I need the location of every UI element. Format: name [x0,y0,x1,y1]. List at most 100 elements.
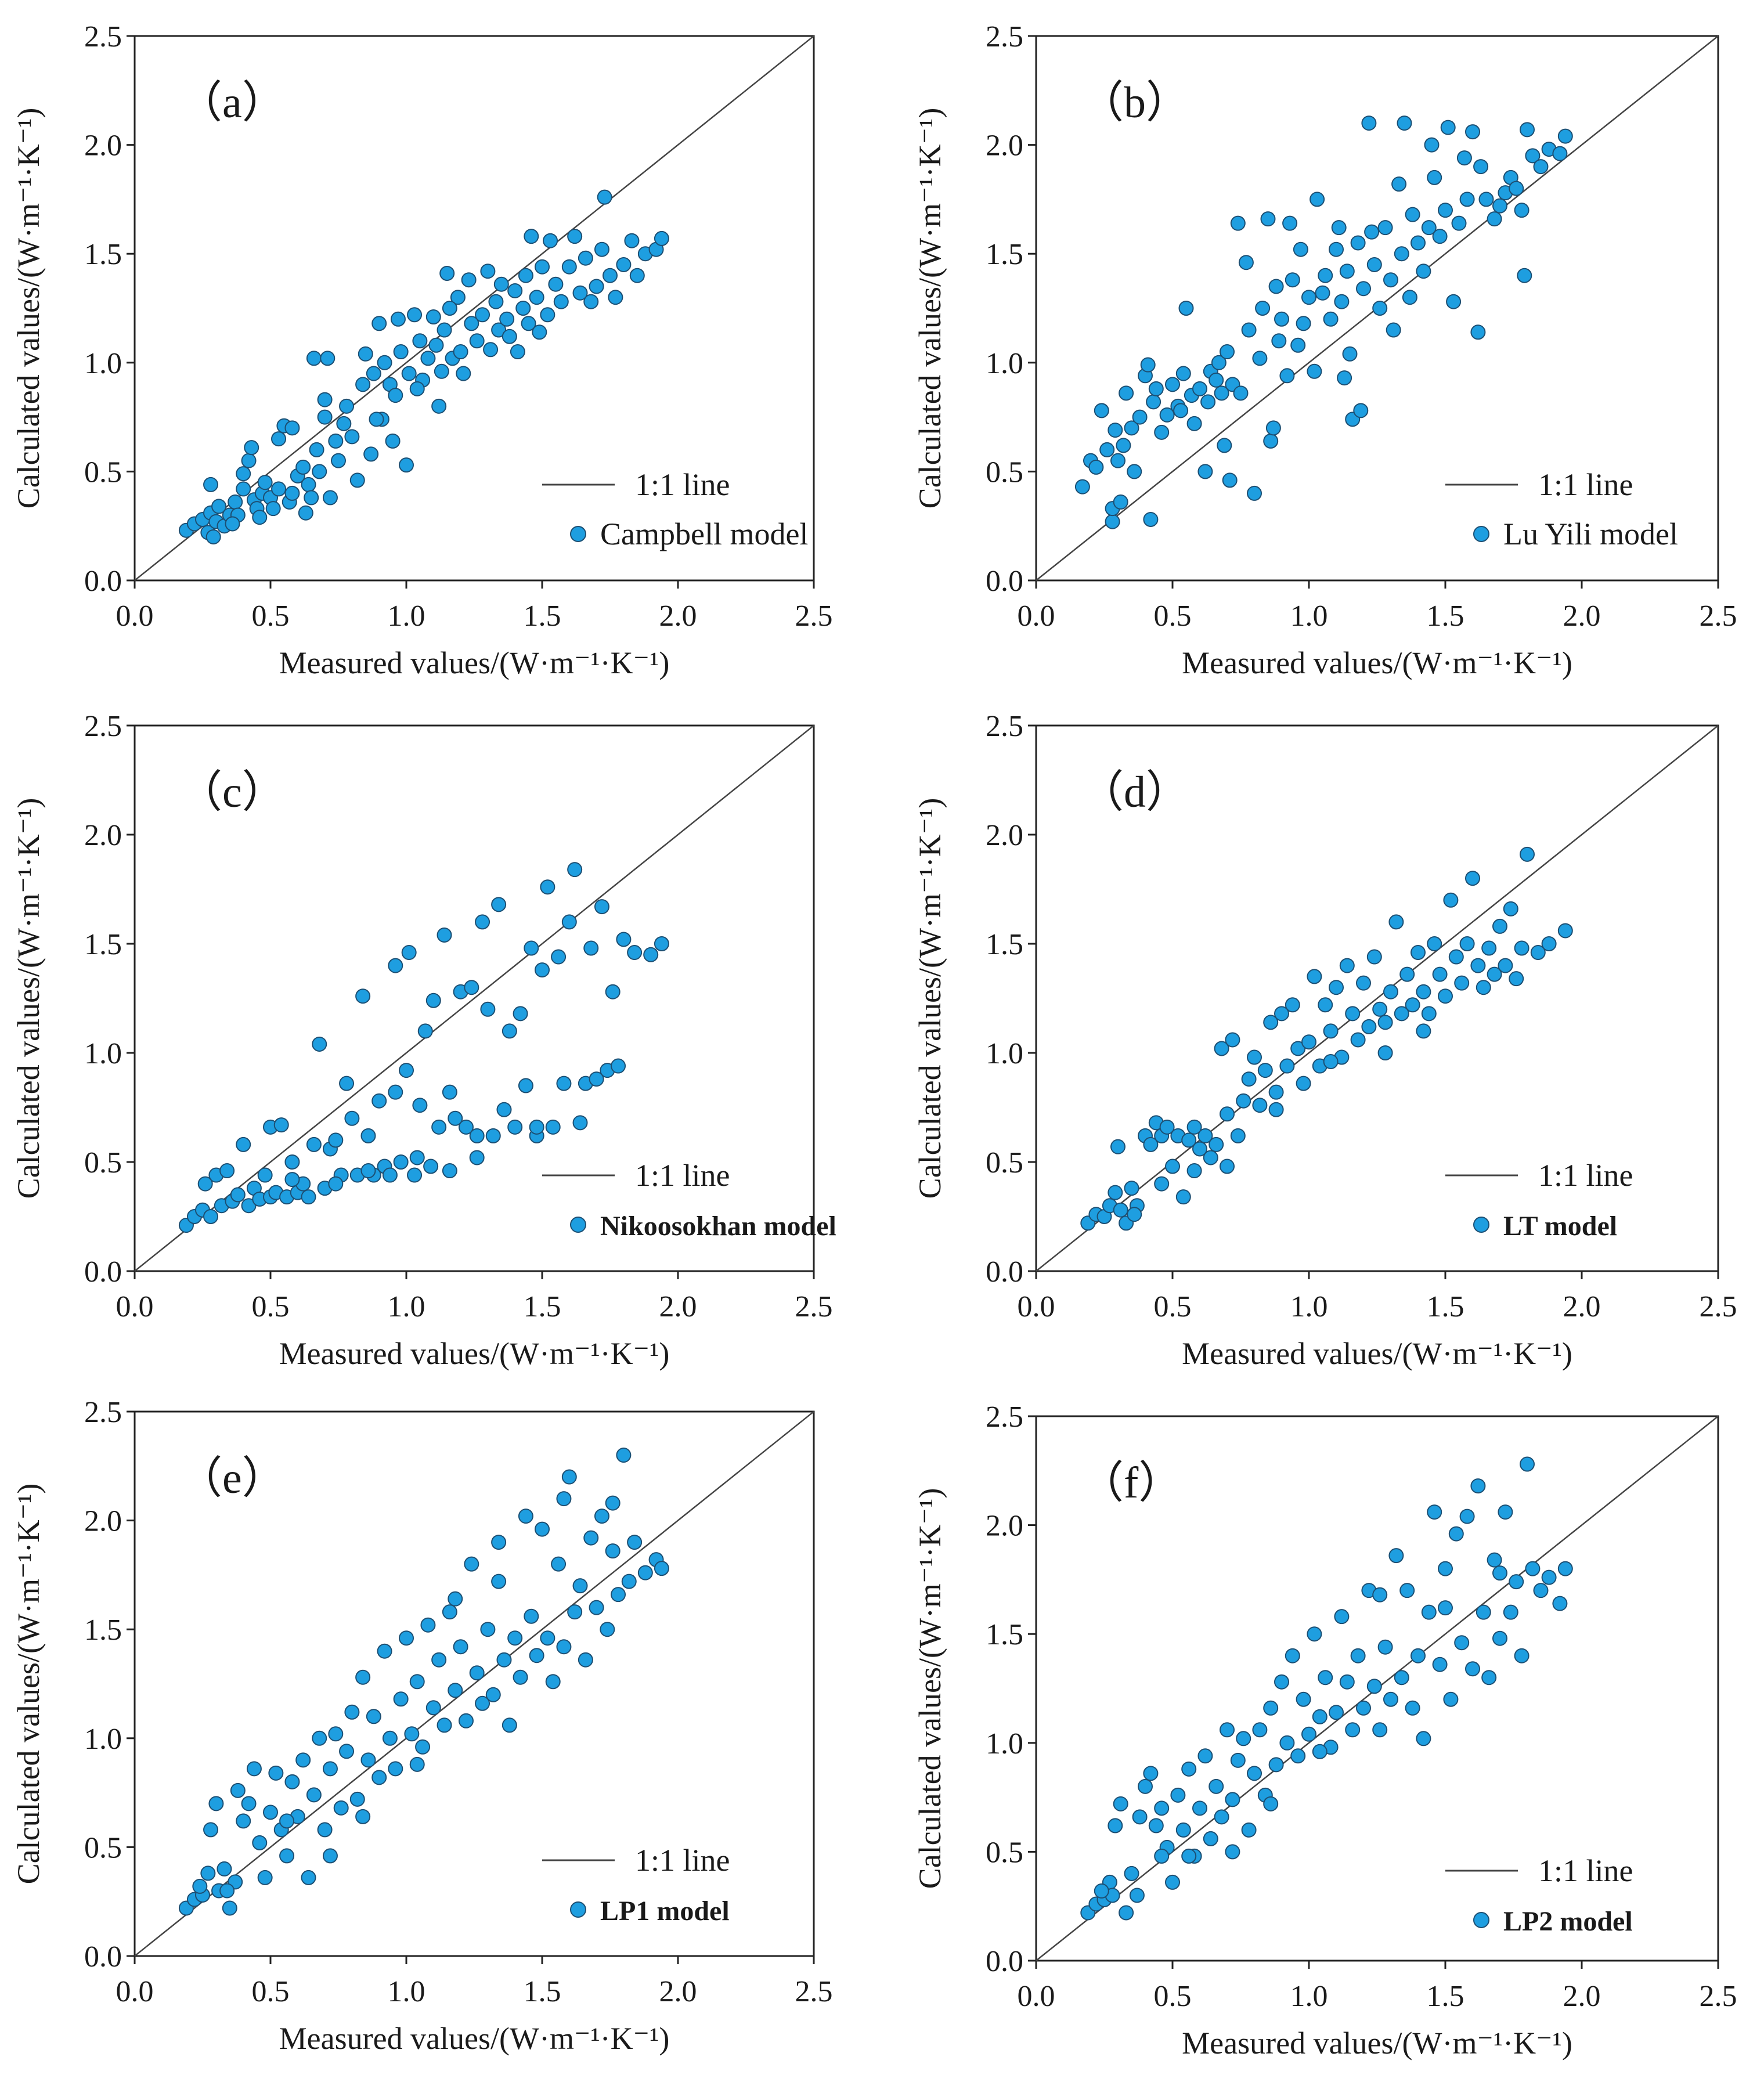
data-point [1456,150,1472,166]
data-point [502,329,517,344]
data-point [360,1163,376,1179]
data-point [328,1726,344,1742]
data-point [1178,301,1194,316]
legend-line-label: 1:1 line [1538,467,1633,502]
data-point [1350,235,1366,251]
data-point [236,481,251,497]
data-point [371,1770,387,1785]
data-point [561,1469,577,1485]
data-point [399,1063,414,1078]
x-tick-label: 0.5 [252,600,290,633]
data-point [279,1813,295,1829]
data-point [1329,980,1344,995]
data-point [236,1813,251,1829]
x-tick-label: 1.5 [524,600,561,633]
data-point [1448,949,1464,965]
data-point [219,1163,235,1179]
data-point [1557,923,1573,939]
data-point [425,993,441,1008]
data-point [1197,1748,1213,1764]
data-point [1127,1207,1142,1222]
data-point [407,307,423,323]
data-point [583,940,599,956]
data-point [1257,1063,1273,1078]
data-point [1399,1583,1415,1598]
data-point [1329,1705,1344,1720]
data-point [1525,1561,1541,1576]
data-point [322,1848,338,1864]
y-axis-title: Calculated values/(W·m⁻¹·K⁻¹) [912,1488,947,1889]
data-point [1377,220,1393,236]
data-point [1088,459,1104,475]
data-point [1230,1128,1246,1143]
data-point [1127,464,1142,479]
x-tick-label: 1.5 [1427,1980,1464,2013]
panel-label: （a） [178,78,286,127]
data-point [1296,1691,1311,1707]
data-point [594,1509,609,1524]
data-point [1402,290,1417,305]
data-point [507,283,523,298]
data-point [420,1617,436,1633]
data-point [480,264,496,279]
data-point [1307,363,1322,379]
data-point [1323,1023,1339,1039]
data-point [543,233,558,248]
data-point [1492,1630,1507,1646]
data-point [363,446,379,462]
chart-panel-4: 0.0 0.5 1.0 1.5 2.0 2.5 0.0 0.5 1.0 1.5 2.0 2.5 （d） 1… [912,710,1737,1371]
chart-panel-1: 0.0 0.5 1.0 1.5 2.0 2.5 0.0 0.5 1.0 1.5 2.0 2.5 （a） 1… [11,20,833,680]
y-tick-label: 0.0 [84,565,122,598]
data-point [1217,438,1232,453]
data-point [1470,958,1486,973]
data-point [417,1023,433,1039]
data-point [1140,357,1156,373]
data-point [1268,279,1284,294]
reference-line-1-1 [1036,725,1719,1272]
data-point [236,466,251,482]
data-point [268,1765,284,1781]
data-point [241,1796,257,1811]
data-point [1509,971,1524,987]
data-point [654,230,669,246]
data-point [355,988,371,1004]
data-point [322,490,338,506]
data-point [1386,322,1401,338]
data-point [1323,311,1339,327]
y-tick-label: 0.0 [986,1255,1023,1289]
y-tick-label: 0.5 [986,1146,1023,1179]
y-tick-label: 2.5 [986,710,1023,743]
data-point [442,1604,457,1620]
data-point [1099,442,1115,457]
data-point [306,351,322,366]
data-point [1263,433,1279,449]
data-point [491,897,507,912]
data-point [1421,1604,1437,1620]
data-point [510,344,525,360]
data-point [1154,1800,1170,1816]
data-point [377,1643,392,1659]
data-point [1271,333,1287,349]
data-point [344,429,360,445]
data-point [306,1787,322,1803]
data-point [217,1861,232,1877]
data-point [488,294,504,309]
data-point [597,189,612,205]
data-point [540,879,555,895]
data-point [1225,1032,1240,1048]
data-point [1214,1809,1229,1825]
data-point [1290,1748,1306,1764]
data-point [203,477,219,492]
data-point [1186,1163,1202,1179]
data-point [312,1730,327,1746]
panel-label: （d） [1080,768,1190,817]
data-point [409,1150,425,1165]
data-point [1372,1722,1388,1738]
data-point [230,1187,246,1203]
data-point [1252,351,1268,366]
data-point [358,346,373,362]
data-point [355,1809,371,1824]
data-point [1252,1722,1268,1738]
data-point [1307,1626,1322,1642]
data-point [425,1700,441,1716]
